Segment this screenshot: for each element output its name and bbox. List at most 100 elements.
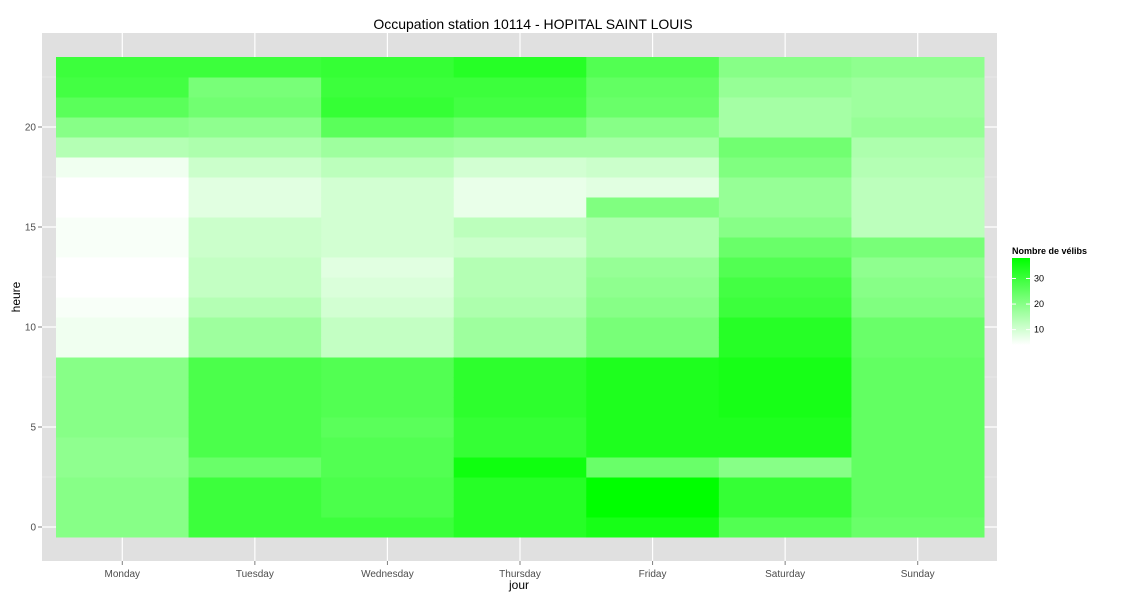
heatmap-tile — [321, 57, 455, 78]
heatmap-tile — [718, 417, 852, 438]
heatmap-tile — [453, 197, 587, 218]
heatmap-tiles — [56, 57, 985, 538]
heatmap-tile — [188, 217, 322, 238]
y-tick-label: 10 — [25, 323, 37, 334]
heatmap-tile — [453, 397, 587, 418]
heatmap-tile — [453, 437, 587, 458]
heatmap-tile — [586, 497, 720, 518]
heatmap-tile — [56, 417, 190, 438]
heatmap-tile — [321, 337, 455, 358]
legend-tick-label: 10 — [1034, 325, 1044, 335]
x-axis: Monday Tuesday Wednesday Thursday Friday Satu… — [104, 561, 935, 580]
heatmap-tile — [586, 97, 720, 118]
heatmap-tile — [851, 317, 985, 338]
y-tick-label: 0 — [30, 523, 36, 534]
heatmap-tile — [321, 417, 455, 438]
heatmap-tile — [188, 177, 322, 198]
heatmap-tile — [586, 337, 720, 358]
heatmap-tile — [321, 77, 455, 98]
heatmap-tile — [453, 517, 587, 538]
heatmap-tile — [188, 337, 322, 358]
heatmap-tile — [56, 257, 190, 278]
heatmap-tile — [718, 137, 852, 158]
heatmap-tile — [188, 77, 322, 98]
heatmap-tile — [718, 77, 852, 98]
heatmap-tile — [851, 397, 985, 418]
heatmap-tile — [56, 397, 190, 418]
heatmap-tile — [851, 217, 985, 238]
heatmap-tile — [188, 377, 322, 398]
heatmap-tile — [851, 277, 985, 298]
heatmap-tile — [56, 457, 190, 478]
heatmap-tile — [321, 357, 455, 378]
heatmap-tile — [321, 457, 455, 478]
x-tick-label: Friday — [639, 569, 667, 580]
x-tick-label: Saturday — [765, 569, 805, 580]
heatmap-tile — [851, 297, 985, 318]
heatmap-tile — [718, 357, 852, 378]
heatmap-tile — [453, 237, 587, 258]
heatmap-tile — [718, 517, 852, 538]
heatmap-tile — [718, 177, 852, 198]
heatmap-tile — [718, 297, 852, 318]
heatmap-tile — [321, 177, 455, 198]
heatmap-tile — [453, 317, 587, 338]
heatmap-tile — [851, 197, 985, 218]
heatmap-tile — [851, 457, 985, 478]
heatmap-tile — [188, 317, 322, 338]
heatmap-tile — [851, 237, 985, 258]
heatmap-tile — [321, 437, 455, 458]
heatmap-tile — [453, 497, 587, 518]
heatmap-tile — [718, 377, 852, 398]
x-tick-label: Monday — [104, 569, 140, 580]
heatmap-tile — [851, 517, 985, 538]
heatmap-tile — [453, 217, 587, 238]
heatmap-tile — [56, 277, 190, 298]
heatmap-tile — [188, 497, 322, 518]
heatmap-tile — [321, 317, 455, 338]
heatmap-tile — [851, 377, 985, 398]
heatmap-tile — [321, 277, 455, 298]
heatmap-tile — [851, 357, 985, 378]
heatmap-tile — [188, 257, 322, 278]
heatmap-tile — [586, 77, 720, 98]
heatmap-tile — [718, 157, 852, 178]
heatmap-tile — [188, 277, 322, 298]
heatmap-tile — [188, 457, 322, 478]
y-axis: 0 5 10 15 20 — [25, 123, 42, 534]
heatmap-tile — [718, 337, 852, 358]
heatmap-tile — [718, 197, 852, 218]
heatmap-tile — [453, 457, 587, 478]
heatmap-tile — [718, 477, 852, 498]
heatmap-tile — [56, 57, 190, 78]
heatmap-tile — [453, 137, 587, 158]
heatmap-tile — [321, 117, 455, 138]
heatmap-tile — [56, 97, 190, 118]
heatmap-tile — [56, 77, 190, 98]
heatmap-tile — [56, 217, 190, 238]
heatmap-tile — [586, 137, 720, 158]
heatmap-tile — [851, 437, 985, 458]
heatmap-tile — [718, 257, 852, 278]
heatmap-tile — [188, 137, 322, 158]
y-axis-title: heure — [9, 281, 23, 312]
heatmap-tile — [453, 377, 587, 398]
x-tick-label: Sunday — [901, 569, 935, 580]
heatmap-tile — [453, 417, 587, 438]
heatmap-tile — [453, 337, 587, 358]
heatmap-tile — [321, 297, 455, 318]
heatmap-tile — [718, 97, 852, 118]
heatmap-tile — [188, 417, 322, 438]
heatmap-tile — [321, 397, 455, 418]
heatmap-tile — [56, 357, 190, 378]
heatmap-tile — [453, 477, 587, 498]
chart-title: Occupation station 10114 - HOPITAL SAINT… — [373, 16, 692, 32]
heatmap-tile — [718, 117, 852, 138]
heatmap-tile — [56, 237, 190, 258]
heatmap-tile — [453, 57, 587, 78]
heatmap-tile — [453, 257, 587, 278]
color-legend: Nombre de vélibs 10 20 30 — [1012, 246, 1087, 345]
heatmap-tile — [851, 337, 985, 358]
heatmap-tile — [56, 437, 190, 458]
